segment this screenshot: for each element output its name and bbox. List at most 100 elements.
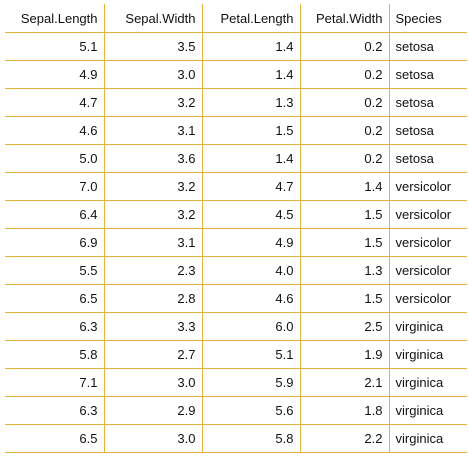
cell-sepal-width: 2.3: [104, 256, 203, 285]
cell-sepal-length: 4.6: [5, 116, 105, 145]
cell-petal-length: 4.5: [202, 200, 301, 229]
table-row[interactable]: 5.8 2.7 5.1 1.9 virginica: [5, 340, 467, 369]
cell-petal-length: 4.9: [202, 228, 301, 257]
cell-petal-width: 1.5: [300, 228, 390, 257]
table-row[interactable]: 4.7 3.2 1.3 0.2 setosa: [5, 88, 467, 117]
cell-species: setosa: [389, 60, 467, 89]
table-row[interactable]: 6.5 3.0 5.8 2.2 virginica: [5, 424, 467, 453]
cell-petal-width: 2.2: [300, 424, 390, 453]
cell-sepal-length: 6.4: [5, 200, 105, 229]
cell-sepal-width: 3.3: [104, 312, 203, 341]
cell-sepal-width: 3.0: [104, 368, 203, 397]
cell-sepal-length: 6.3: [5, 396, 105, 425]
cell-petal-length: 6.0: [202, 312, 301, 341]
cell-sepal-width: 3.2: [104, 88, 203, 117]
cell-sepal-width: 3.2: [104, 172, 203, 201]
cell-species: virginica: [389, 368, 467, 397]
column-header-petal-length[interactable]: Petal.Length: [202, 4, 301, 33]
table-row[interactable]: 6.5 2.8 4.6 1.5 versicolor: [5, 284, 467, 313]
cell-sepal-length: 7.1: [5, 368, 105, 397]
table-header: Sepal.Length Sepal.Width Petal.Length Pe…: [5, 4, 467, 33]
cell-petal-length: 1.4: [202, 32, 301, 61]
table-row[interactable]: 6.4 3.2 4.5 1.5 versicolor: [5, 200, 467, 229]
cell-sepal-width: 3.0: [104, 424, 203, 453]
table-body: 5.1 3.5 1.4 0.2 setosa 4.9 3.0 1.4 0.2 setosa 4.7 3…: [5, 32, 467, 453]
cell-petal-width: 2.5: [300, 312, 390, 341]
cell-sepal-length: 5.1: [5, 32, 105, 61]
cell-petal-length: 1.4: [202, 60, 301, 89]
table-row[interactable]: 5.5 2.3 4.0 1.3 versicolor: [5, 256, 467, 285]
cell-sepal-length: 6.9: [5, 228, 105, 257]
cell-sepal-width: 3.1: [104, 116, 203, 145]
cell-sepal-length: 6.5: [5, 424, 105, 453]
cell-sepal-width: 2.7: [104, 340, 203, 369]
cell-sepal-width: 2.9: [104, 396, 203, 425]
table-row[interactable]: 7.0 3.2 4.7 1.4 versicolor: [5, 172, 467, 201]
cell-petal-width: 1.3: [300, 256, 390, 285]
cell-sepal-length: 4.7: [5, 88, 105, 117]
cell-petal-length: 4.6: [202, 284, 301, 313]
cell-sepal-length: 5.0: [5, 144, 105, 173]
cell-species: virginica: [389, 312, 467, 341]
cell-petal-length: 4.7: [202, 172, 301, 201]
cell-petal-width: 0.2: [300, 32, 390, 61]
cell-petal-width: 0.2: [300, 88, 390, 117]
cell-petal-length: 1.3: [202, 88, 301, 117]
cell-petal-length: 5.9: [202, 368, 301, 397]
cell-petal-width: 2.1: [300, 368, 390, 397]
cell-sepal-width: 3.0: [104, 60, 203, 89]
table-row[interactable]: 5.1 3.5 1.4 0.2 setosa: [5, 32, 467, 61]
cell-sepal-length: 4.9: [5, 60, 105, 89]
table-row[interactable]: 4.6 3.1 1.5 0.2 setosa: [5, 116, 467, 145]
cell-sepal-width: 3.2: [104, 200, 203, 229]
cell-sepal-length: 6.5: [5, 284, 105, 313]
cell-species: virginica: [389, 396, 467, 425]
table-row[interactable]: 5.0 3.6 1.4 0.2 setosa: [5, 144, 467, 173]
cell-petal-length: 5.1: [202, 340, 301, 369]
cell-species: versicolor: [389, 256, 467, 285]
iris-data-table: Sepal.Length Sepal.Width Petal.Length Pe…: [5, 4, 467, 453]
cell-species: setosa: [389, 32, 467, 61]
cell-petal-width: 0.2: [300, 116, 390, 145]
column-header-sepal-length[interactable]: Sepal.Length: [5, 4, 105, 33]
cell-species: setosa: [389, 88, 467, 117]
cell-sepal-length: 7.0: [5, 172, 105, 201]
column-header-species[interactable]: Species: [395, 10, 442, 26]
cell-petal-width: 1.5: [300, 200, 390, 229]
cell-sepal-length: 5.5: [5, 256, 105, 285]
table-row[interactable]: 4.9 3.0 1.4 0.2 setosa: [5, 60, 467, 89]
cell-petal-width: 0.2: [300, 60, 390, 89]
column-header-petal-width[interactable]: Petal.Width: [300, 4, 390, 33]
cell-petal-width: 0.2: [300, 144, 390, 173]
cell-petal-length: 5.8: [202, 424, 301, 453]
table-row[interactable]: 6.9 3.1 4.9 1.5 versicolor: [5, 228, 467, 257]
table-row[interactable]: 7.1 3.0 5.9 2.1 virginica: [5, 368, 467, 397]
cell-sepal-length: 6.3: [5, 312, 105, 341]
column-header-sepal-width[interactable]: Sepal.Width: [104, 4, 203, 33]
cell-species: versicolor: [389, 172, 467, 201]
cell-sepal-width: 3.6: [104, 144, 203, 173]
cell-petal-width: 1.5: [300, 284, 390, 313]
cell-petal-width: 1.8: [300, 396, 390, 425]
cell-petal-length: 5.6: [202, 396, 301, 425]
cell-sepal-width: 3.5: [104, 32, 203, 61]
cell-species: versicolor: [389, 284, 467, 313]
cell-species: versicolor: [389, 228, 467, 257]
cell-species: virginica: [389, 424, 467, 453]
cell-species: setosa: [389, 116, 467, 145]
cell-sepal-length: 5.8: [5, 340, 105, 369]
table-row[interactable]: 6.3 3.3 6.0 2.5 virginica: [5, 312, 467, 341]
cell-petal-length: 1.4: [202, 144, 301, 173]
cell-sepal-width: 2.8: [104, 284, 203, 313]
cell-species: versicolor: [389, 200, 467, 229]
cell-sepal-width: 3.1: [104, 228, 203, 257]
cell-petal-width: 1.4: [300, 172, 390, 201]
cell-species: setosa: [389, 144, 467, 173]
table-row[interactable]: 6.3 2.9 5.6 1.8 virginica: [5, 396, 467, 425]
header-row: Sepal.Length Sepal.Width Petal.Length Pe…: [5, 4, 467, 33]
cell-petal-length: 4.0: [202, 256, 301, 285]
cell-petal-width: 1.9: [300, 340, 390, 369]
cell-petal-length: 1.5: [202, 116, 301, 145]
cell-species: virginica: [389, 340, 467, 369]
